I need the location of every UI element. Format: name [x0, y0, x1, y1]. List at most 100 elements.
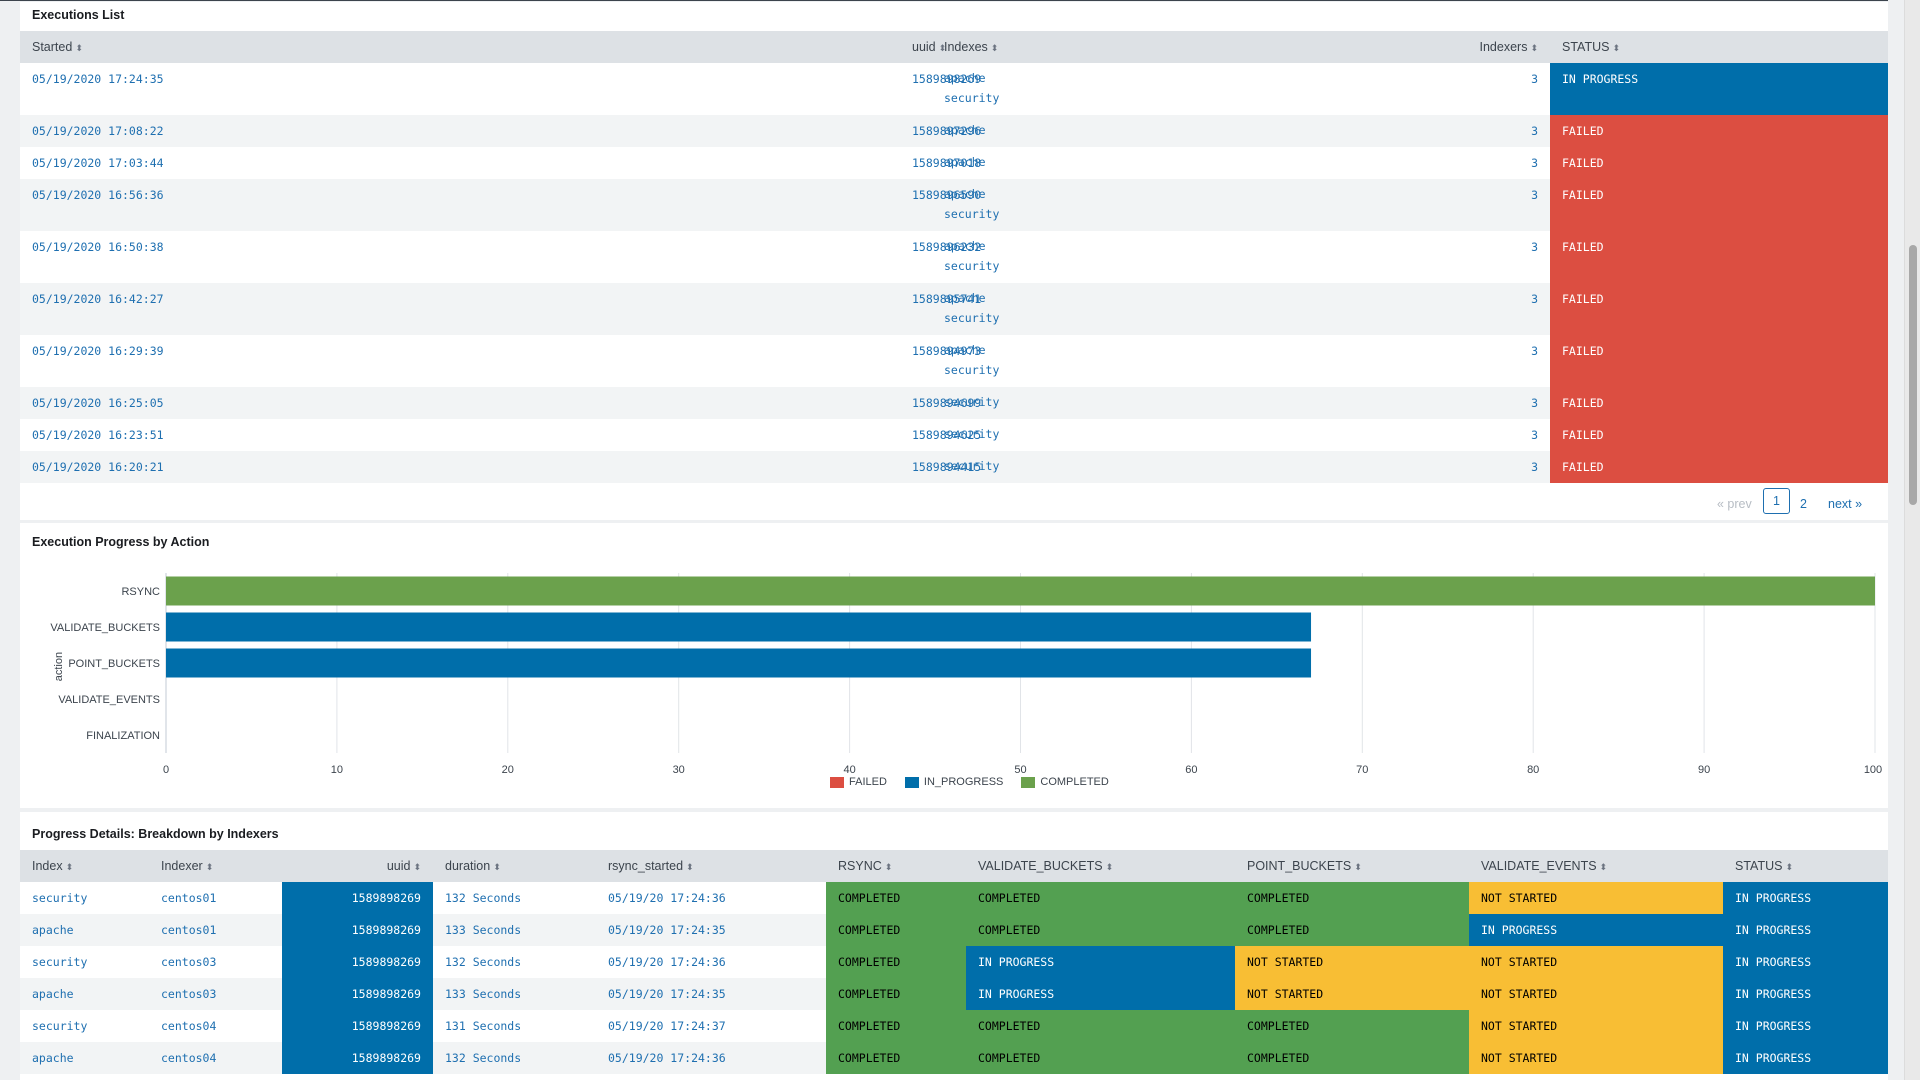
- indexer-cell[interactable]: centos04: [149, 1042, 282, 1074]
- indexers-cell[interactable]: 3: [1531, 344, 1538, 358]
- uuid-cell[interactable]: 1589898269: [282, 882, 433, 914]
- legend-item-in-progress[interactable]: IN_PROGRESS: [904, 776, 1003, 788]
- validate-events-cell[interactable]: NOT STARTED: [1469, 882, 1723, 914]
- validate-buckets-cell[interactable]: COMPLETED: [966, 1042, 1235, 1074]
- index-value[interactable]: security: [944, 395, 1000, 409]
- indexers-cell[interactable]: 3: [1430, 387, 1550, 419]
- col-status[interactable]: STATUS ⬍: [1723, 850, 1888, 882]
- duration-cell[interactable]: 132 Seconds: [433, 1042, 596, 1074]
- started-cell[interactable]: 05/19/2020 16:25:05: [20, 387, 900, 419]
- col-indexers[interactable]: Indexers ⬍: [1430, 31, 1550, 63]
- indexes-cell[interactable]: apache: [932, 147, 1430, 179]
- index-cell[interactable]: apache: [20, 1042, 149, 1074]
- started-cell[interactable]: 05/19/2020 17:24:35: [32, 72, 164, 86]
- status-cell[interactable]: FAILED: [1550, 147, 1888, 179]
- execution-row[interactable]: 05/19/2020 16:56:361589896590apache secur…: [20, 179, 1888, 231]
- status-cell[interactable]: IN PROGRESS: [1723, 914, 1888, 946]
- uuid-cell[interactable]: 1589898269: [282, 1010, 433, 1042]
- indexers-cell[interactable]: 3: [1430, 115, 1550, 147]
- validate-events-cell[interactable]: NOT STARTED: [1469, 1010, 1723, 1042]
- indexes-cell[interactable]: apache security: [932, 179, 1430, 231]
- execution-row[interactable]: 05/19/2020 16:42:271589895741apache secur…: [20, 283, 1888, 335]
- uuid-cell[interactable]: 1589896590: [900, 179, 981, 231]
- status-cell[interactable]: IN PROGRESS: [1723, 882, 1888, 914]
- rsync-started-cell[interactable]: 05/19/20 17:24:36: [608, 891, 726, 905]
- indexer-cell[interactable]: centos03: [161, 955, 217, 969]
- col-duration[interactable]: duration ⬍: [433, 850, 596, 882]
- index-value[interactable]: security: [944, 259, 1000, 273]
- indexers-cell[interactable]: 3: [1531, 156, 1538, 170]
- status-cell[interactable]: IN PROGRESS: [1550, 63, 1888, 115]
- page-scrollbar[interactable]: [1904, 0, 1920, 1080]
- index-value[interactable]: apache: [944, 291, 986, 305]
- indexes-cell[interactable]: security: [932, 387, 1430, 419]
- index-value[interactable]: apache: [944, 155, 986, 169]
- col-uuid[interactable]: uuid ⬍: [900, 31, 946, 63]
- started-cell[interactable]: 05/19/2020 16:29:39: [32, 344, 164, 358]
- index-value[interactable]: apache: [944, 239, 986, 253]
- bar-in-progress[interactable]: [166, 612, 1312, 642]
- index-cell[interactable]: apache: [20, 914, 149, 946]
- index-value[interactable]: security: [944, 91, 1000, 105]
- uuid-cell[interactable]: 1589894699: [900, 387, 981, 419]
- status-cell[interactable]: FAILED: [1550, 419, 1888, 451]
- col-status[interactable]: STATUS ⬍: [1550, 31, 1888, 63]
- pagination-prev[interactable]: « prev: [1717, 497, 1752, 511]
- status-cell[interactable]: FAILED: [1550, 231, 1888, 283]
- scrollbar-thumb[interactable]: [1909, 245, 1917, 505]
- validate-buckets-cell[interactable]: COMPLETED: [966, 882, 1235, 914]
- col-uuid[interactable]: uuid ⬍: [282, 850, 433, 882]
- uuid-cell[interactable]: 1589898269: [282, 946, 433, 978]
- indexes-cell[interactable]: apache: [932, 115, 1430, 147]
- col-started[interactable]: Started ⬍: [20, 31, 900, 63]
- rsync-cell[interactable]: COMPLETED: [826, 1010, 966, 1042]
- index-value[interactable]: apache: [944, 71, 986, 85]
- legend-item-completed[interactable]: COMPLETED: [1021, 776, 1109, 788]
- validate-buckets-cell[interactable]: COMPLETED: [966, 914, 1235, 946]
- indexers-cell[interactable]: 3: [1430, 283, 1550, 335]
- index-value[interactable]: security: [944, 459, 1000, 473]
- index-cell[interactable]: apache: [20, 978, 149, 1010]
- started-cell[interactable]: 05/19/2020 16:56:36: [20, 179, 900, 231]
- status-cell[interactable]: IN PROGRESS: [1723, 1010, 1888, 1042]
- col-validate-events[interactable]: VALIDATE_EVENTS ⬍: [1469, 850, 1723, 882]
- index-value[interactable]: apache: [944, 123, 986, 137]
- col-rsync[interactable]: RSYNC ⬍: [826, 850, 966, 882]
- started-cell[interactable]: 05/19/2020 16:50:38: [32, 240, 164, 254]
- index-value[interactable]: security: [944, 363, 1000, 377]
- indexes-cell[interactable]: security: [932, 419, 1430, 451]
- started-cell[interactable]: 05/19/2020 16:42:27: [20, 283, 900, 335]
- execution-row[interactable]: 05/19/2020 16:29:39 1589894973 apache secur…: [20, 335, 1888, 387]
- status-cell[interactable]: FAILED: [1550, 115, 1888, 147]
- rsync-cell[interactable]: COMPLETED: [826, 914, 966, 946]
- indexers-cell[interactable]: 3: [1531, 72, 1538, 86]
- validate-buckets-cell[interactable]: IN PROGRESS: [966, 946, 1235, 978]
- index-value[interactable]: security: [944, 207, 1000, 221]
- execution-row[interactable]: 05/19/2020 16:20:211589894415security 3FA…: [20, 451, 1888, 483]
- indexes-cell[interactable]: apache security: [932, 63, 1430, 115]
- col-indexes[interactable]: Indexes ⬍: [932, 31, 1430, 63]
- uuid-cell[interactable]: 1589898269: [912, 72, 982, 86]
- col-index[interactable]: Index ⬍: [20, 850, 149, 882]
- duration-cell[interactable]: 133 Seconds: [433, 914, 596, 946]
- validate-events-cell[interactable]: IN PROGRESS: [1469, 914, 1723, 946]
- pagination-page-2[interactable]: 2: [1800, 497, 1807, 511]
- execution-row[interactable]: 05/19/2020 17:24:35 1589898269 apache secur…: [20, 63, 1888, 115]
- details-row[interactable]: apache centos03 1589898269 133 Seconds 05/19…: [20, 978, 1888, 1010]
- indexer-cell[interactable]: centos03: [149, 978, 282, 1010]
- indexer-cell[interactable]: centos01: [161, 891, 217, 905]
- indexers-cell[interactable]: 3: [1531, 240, 1538, 254]
- status-cell[interactable]: IN PROGRESS: [1723, 978, 1888, 1010]
- pagination-next[interactable]: next »: [1828, 497, 1863, 511]
- point-buckets-cell[interactable]: NOT STARTED: [1235, 946, 1469, 978]
- uuid-cell[interactable]: 1589898269: [282, 914, 433, 946]
- validate-buckets-cell[interactable]: IN PROGRESS: [966, 978, 1235, 1010]
- bar-completed[interactable]: [166, 576, 1875, 606]
- point-buckets-cell[interactable]: COMPLETED: [1235, 1010, 1469, 1042]
- status-cell[interactable]: FAILED: [1550, 451, 1888, 483]
- indexes-cell[interactable]: apache security: [932, 283, 1430, 335]
- index-cell[interactable]: security: [32, 1019, 88, 1033]
- indexer-cell[interactable]: centos01: [149, 914, 282, 946]
- duration-cell[interactable]: 131 Seconds: [445, 1019, 522, 1033]
- duration-cell[interactable]: 133 Seconds: [433, 978, 596, 1010]
